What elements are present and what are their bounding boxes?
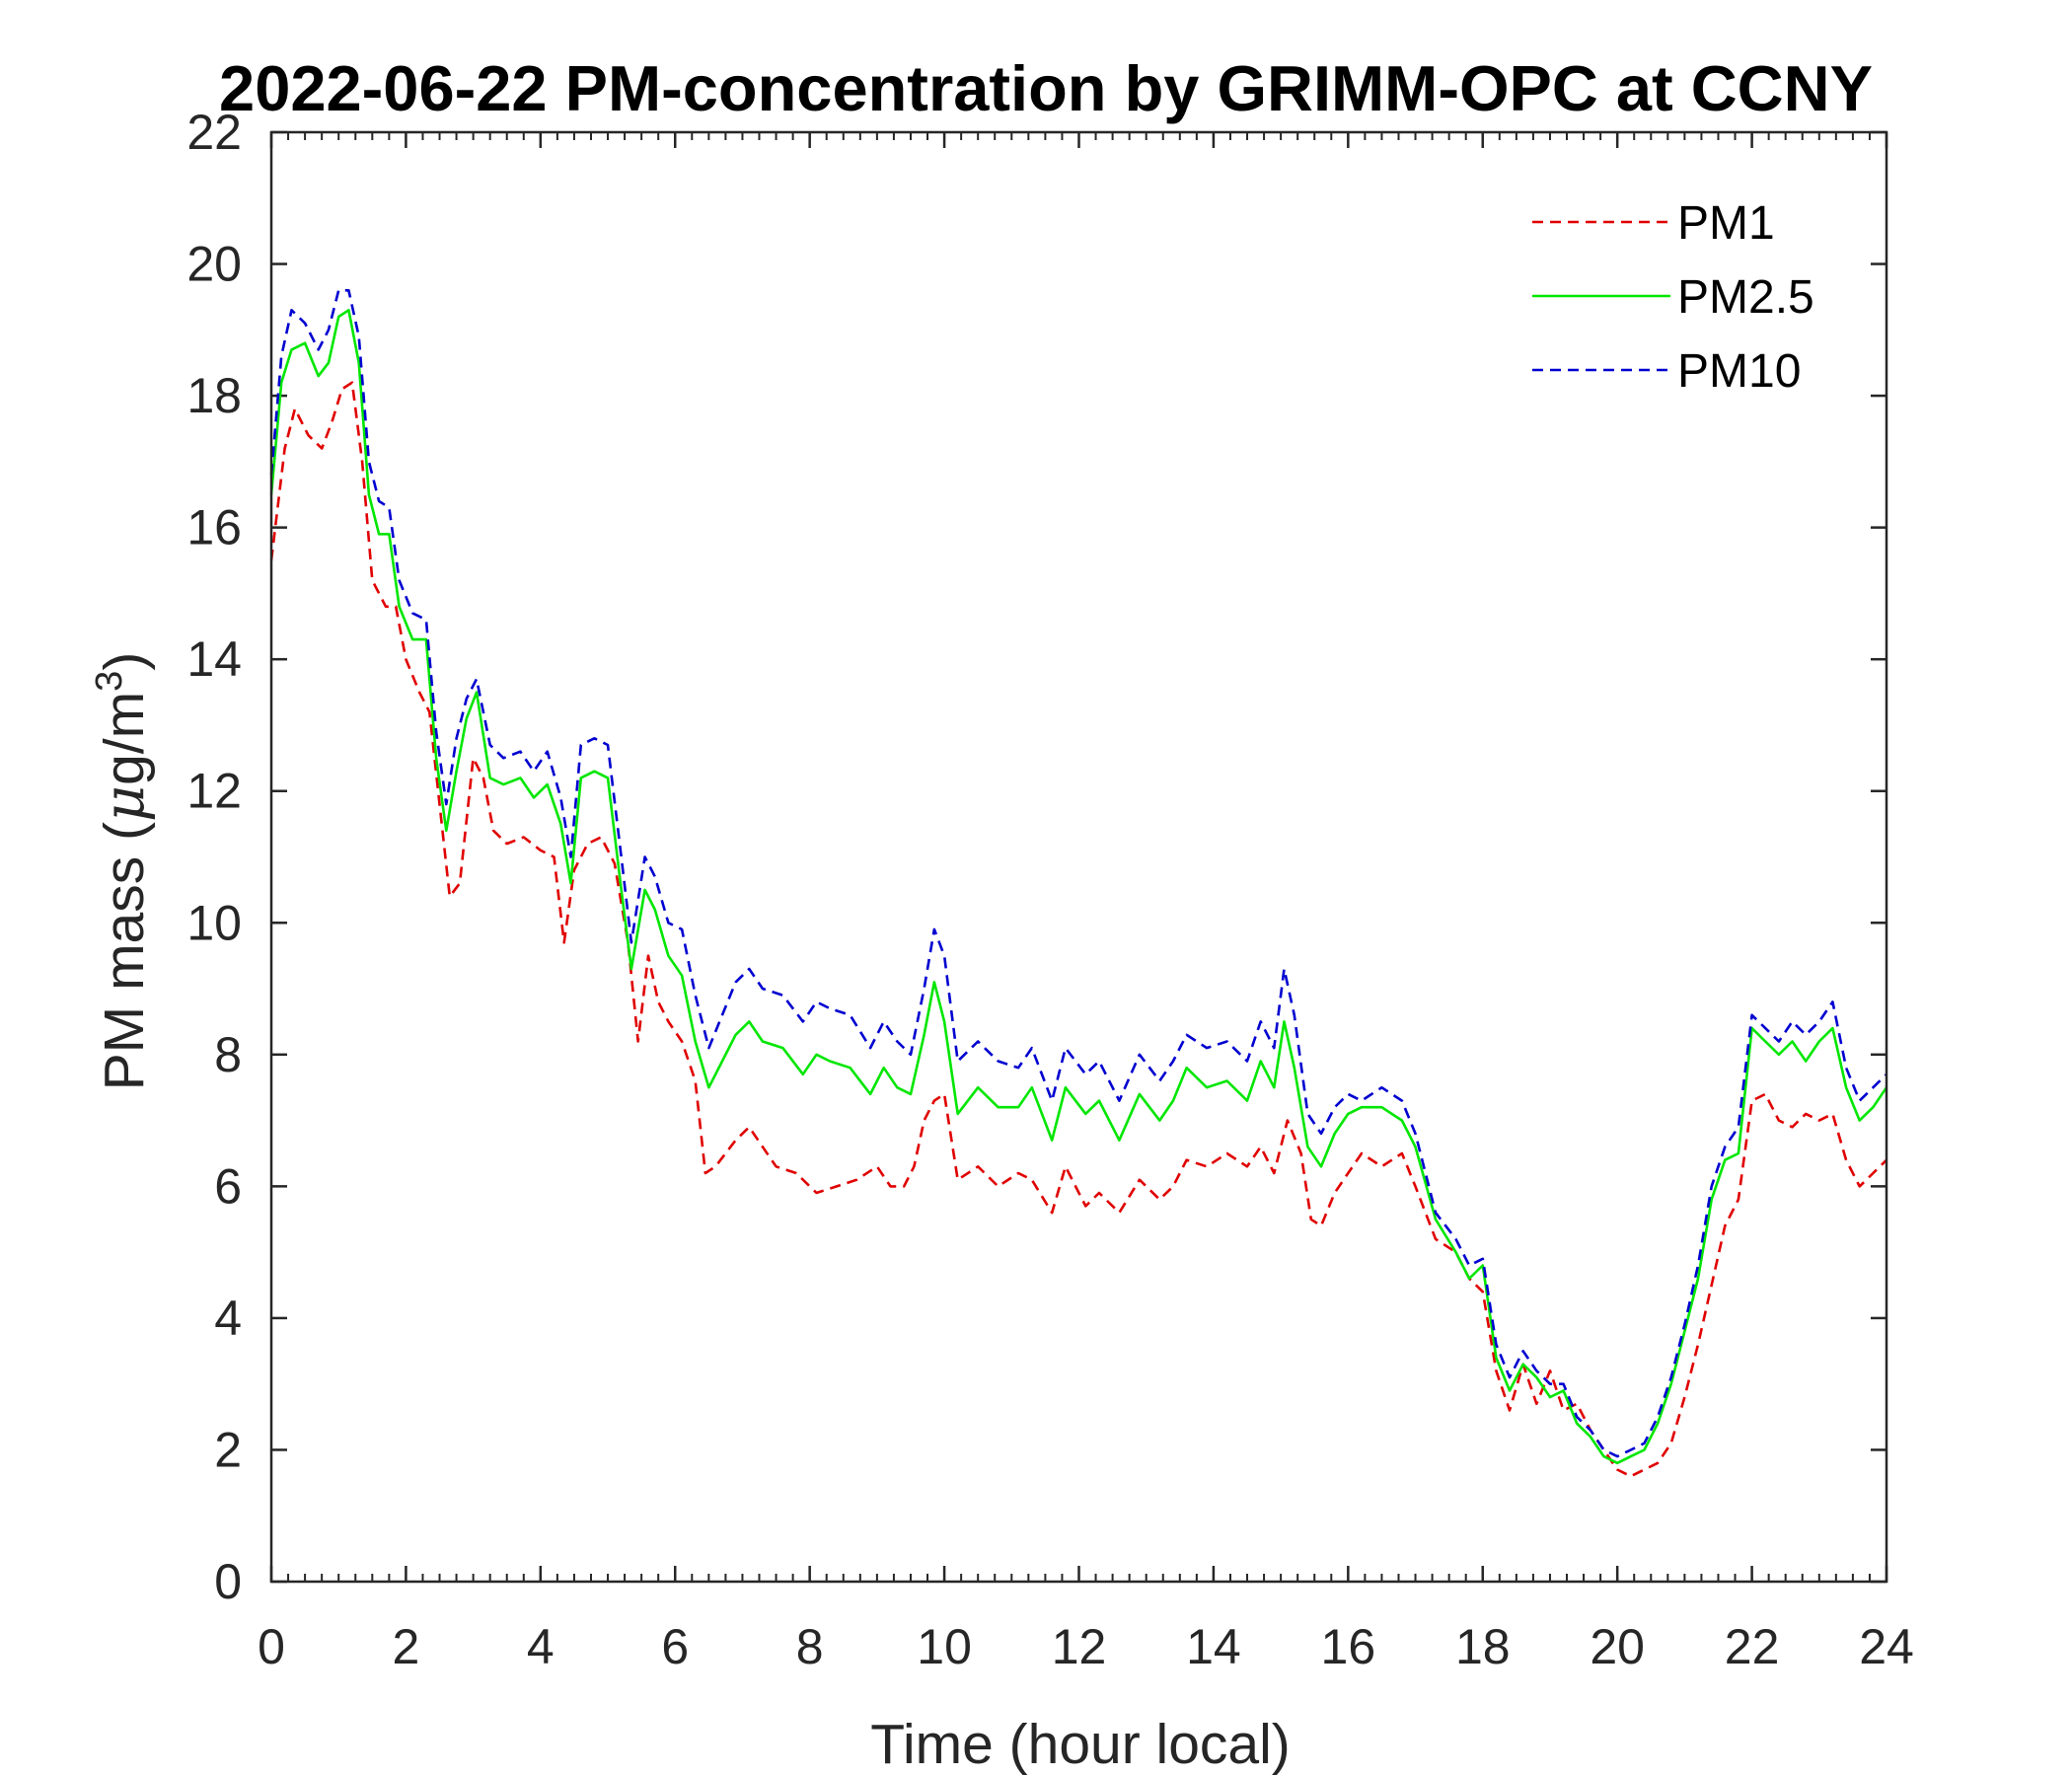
y-tick-label: 6 <box>214 1158 242 1214</box>
x-tick-label: 22 <box>1725 1619 1780 1674</box>
x-tick-label: 8 <box>796 1619 824 1674</box>
y-tick-label: 0 <box>214 1554 242 1609</box>
x-tick-label: 16 <box>1321 1619 1376 1674</box>
y-axis-label-superscript: 3 <box>89 671 130 692</box>
x-tick-label: 14 <box>1186 1619 1241 1674</box>
x-tick-label: 12 <box>1052 1619 1107 1674</box>
x-tick-label: 24 <box>1859 1619 1914 1674</box>
y-tick-label: 10 <box>186 895 242 950</box>
x-tick-label: 10 <box>917 1619 972 1674</box>
y-tick-labels: 0 2 4 6 8 10 12 14 16 18 20 22 <box>186 105 242 1609</box>
plot-lines <box>269 288 1888 1478</box>
y-axis-label-suffix: ) <box>93 652 156 671</box>
series-line-pm2-5 <box>269 308 1888 1465</box>
y-tick-label: 12 <box>186 764 242 819</box>
plot-frame <box>269 130 1888 1584</box>
x-tick-label: 20 <box>1590 1619 1645 1674</box>
y-tick-label: 22 <box>186 105 242 160</box>
legend-label-pm2-5: PM2.5 <box>1677 271 1814 324</box>
x-tick-label: 0 <box>258 1619 285 1674</box>
legend-label-pm10: PM10 <box>1677 345 1801 398</box>
chart-title: 2022-06-22 PM-concentration by GRIMM-OPC… <box>219 52 1873 124</box>
series-line-pm10 <box>269 288 1887 1458</box>
y-axis-label: PM mass (μg/m3) <box>89 652 157 1091</box>
y-axis-label-mu: μ <box>92 785 157 822</box>
x-tick-label: 18 <box>1455 1619 1511 1674</box>
x-tick-label: 6 <box>661 1619 689 1674</box>
y-tick-label: 16 <box>186 500 242 555</box>
legend-label-pm1: PM1 <box>1677 197 1775 250</box>
y-tick-label: 20 <box>186 237 242 292</box>
legend: PM1 PM2.5 PM10 <box>1532 197 1814 398</box>
y-axis-label-prefix: PM mass ( <box>93 822 156 1090</box>
x-axis-label: Time (hour local) <box>870 1713 1291 1776</box>
y-tick-label: 4 <box>214 1291 242 1346</box>
series-line-pm1 <box>269 381 1887 1478</box>
x-tick-label: 4 <box>527 1619 555 1674</box>
x-tick-labels: 0 2 4 6 8 10 12 14 16 18 20 22 24 <box>258 1619 1914 1674</box>
y-tick-label: 2 <box>214 1422 242 1477</box>
y-tick-label: 18 <box>186 368 242 423</box>
y-tick-label: 8 <box>214 1027 242 1082</box>
y-axis-label-unit: g/m <box>93 692 156 785</box>
y-tick-label: 14 <box>186 631 242 687</box>
x-tick-label: 2 <box>393 1619 420 1674</box>
